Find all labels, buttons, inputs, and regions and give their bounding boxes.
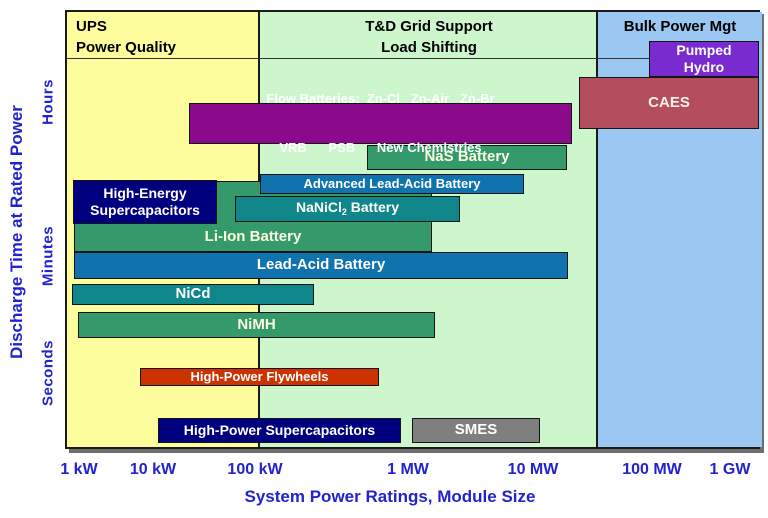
tech-label: CAES [648,93,690,111]
region-label-td-line2: Load Shifting [381,39,477,56]
tech-box-high-power-flywheels: High-Power Flywheels [140,368,379,386]
tech-box-smes: SMES [412,418,540,443]
x-tick-100kw: 100 kW [227,461,283,478]
tech-label: Pumped Hydro [676,42,731,77]
y-tick-seconds: Seconds [39,339,57,407]
region-label-bulk-line1: Bulk Power Mgt [623,18,737,35]
tech-box-caes: CAES [579,77,759,129]
tech-label-line2: Supercapacitors [90,202,200,218]
x-tick-1mw: 1 MW [387,461,429,478]
tech-label-part: Battery [346,199,400,216]
header-divider-line [67,58,758,59]
tech-label: High-Power Supercapacitors [183,421,376,438]
tech-label-line2: Hydro [683,59,725,75]
x-tick-1gw: 1 GW [709,461,751,478]
tech-box-nicd: NiCd [72,284,314,305]
x-tick-100mw: 100 MW [622,461,682,478]
tech-label-line1: High-Energy [103,184,187,201]
plot-area: UPS Power Quality T&D Grid Support Load … [65,10,762,449]
tech-label-line2: VRB PSB New Chemistries [279,139,482,155]
tech-label: SMES [454,421,498,439]
tech-label: NiMH [237,315,276,333]
tech-label: Li-Ion Battery [204,228,302,246]
region-label-ups-line1: UPS [76,18,107,35]
tech-label: Advanced Lead-Acid Battery [303,175,481,191]
tech-label-line1: Flow Batteries: Zn-Cl Zn-Air Zn-Br [266,91,495,106]
tech-box-lead-acid-battery: Lead-Acid Battery [74,252,568,279]
region-label-td-line1: T&D Grid Support [365,18,493,35]
region-label-ups: UPS Power Quality [76,16,176,58]
tech-box-nas-battery: NaS Battery [367,145,567,170]
tech-label: NaNiCl2 Battery [296,199,399,218]
tech-box-nanicl2-battery: NaNiCl2 Battery [235,196,460,222]
x-tick-10kw: 10 kW [129,461,177,478]
tech-box-high-energy-supercapacitors: High-Energy Supercapacitors [73,180,217,224]
tech-box-pumped-hydro: Pumped Hydro [649,41,759,77]
tech-label-part: NaNiCl [295,199,342,216]
y-tick-minutes: Minutes [39,225,57,287]
region-label-td-grid: T&D Grid Support Load Shifting [260,16,598,58]
tech-label-subscript: 2 [341,207,347,218]
region-label-ups-line2: Power Quality [76,39,177,56]
tech-box-nimh: NiMH [78,312,435,338]
tech-box-flow-batteries: Flow Batteries: Zn-Cl Zn-Air Zn-Br VRB P… [189,91,572,155]
y-axis-title: Discharge Time at Rated Power [7,105,26,359]
tech-label: High-Power Flywheels [190,368,329,384]
x-tick-10mw: 10 MW [507,461,559,478]
tech-label: NaS Battery [424,148,510,166]
tech-box-advanced-lead-acid-battery: Advanced Lead-Acid Battery [260,174,524,194]
x-tick-1kw: 1 kW [60,461,98,478]
tech-label: Lead-Acid Battery [256,256,386,274]
y-tick-hours: Hours [39,79,57,125]
x-axis-title: System Power Ratings, Module Size [244,487,536,506]
tech-box-high-power-supercapacitors: High-Power Supercapacitors [158,418,401,443]
region-label-bulk: Bulk Power Mgt [598,16,762,37]
tech-label: NiCd [175,285,211,303]
tech-label: High-Energy Supercapacitors [90,185,200,220]
tech-label: Flow Batteries: Zn-Cl Zn-Air Zn-Br VRB P… [266,59,494,189]
tech-label-line1: Pumped [676,41,732,58]
